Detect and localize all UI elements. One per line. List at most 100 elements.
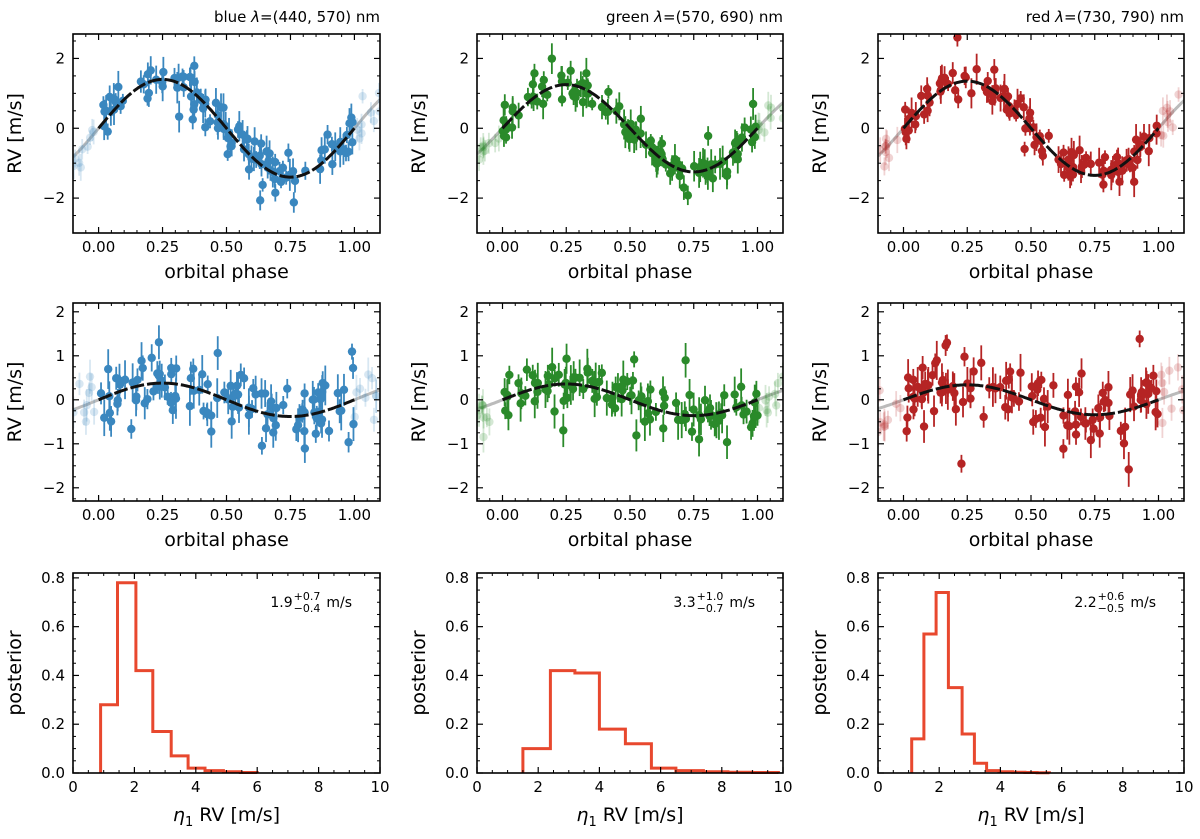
data-point <box>106 417 116 426</box>
y-axis-label: posterior <box>809 630 831 715</box>
y-tick-label: −2 <box>43 479 65 497</box>
eta-symbol: η <box>173 804 185 826</box>
data-point <box>1080 160 1089 169</box>
y-tick-label: 2 <box>860 303 870 321</box>
data-point <box>179 72 188 81</box>
data-point <box>1135 334 1144 344</box>
data-point <box>257 441 267 451</box>
eta-rest: RV [m/s] <box>597 804 684 826</box>
wrap-point <box>371 391 380 400</box>
y-tick-label: 1 <box>459 347 469 365</box>
data-point <box>1133 155 1142 165</box>
wrap-point <box>1165 366 1174 375</box>
wrap-point <box>1159 131 1168 141</box>
data-point <box>266 397 276 406</box>
y-tick-label: −2 <box>848 189 870 207</box>
title-lambda: λ <box>1054 8 1064 26</box>
data-point <box>687 427 697 436</box>
histogram-bin <box>912 739 924 773</box>
wrap-point <box>84 388 94 398</box>
eta-symbol: η <box>576 804 588 826</box>
data-point <box>317 146 326 155</box>
plot-area <box>73 325 380 463</box>
wrap-point <box>878 427 883 437</box>
wrap-point <box>1173 363 1183 372</box>
wrap-point <box>76 163 85 172</box>
data-point <box>911 120 920 129</box>
wrap-point <box>766 103 776 112</box>
data-point <box>324 426 334 436</box>
data-point <box>516 399 525 408</box>
data-point <box>1065 421 1074 431</box>
data-point <box>1039 394 1049 404</box>
wrap-point <box>73 408 78 417</box>
data-point <box>1094 158 1104 167</box>
data-point <box>198 104 208 113</box>
data-point <box>1059 411 1068 420</box>
title-range: =(440, 570) nm <box>260 8 380 26</box>
wrap-point <box>361 393 370 402</box>
data-point <box>1129 177 1139 187</box>
data-point <box>627 391 636 400</box>
y-tick-label: 0.6 <box>41 618 65 636</box>
wrap-point <box>884 153 894 163</box>
histogram-bin <box>948 688 962 773</box>
data-point <box>689 405 698 414</box>
x-tick-label: 4 <box>191 778 201 796</box>
x-tick-label: 2 <box>934 778 944 796</box>
wrap-point <box>479 141 488 150</box>
data-point <box>188 115 197 124</box>
data-point <box>749 411 759 421</box>
data-point <box>694 411 704 420</box>
x-tick-label: 0.75 <box>274 506 307 524</box>
data-point <box>1074 388 1084 397</box>
data-point <box>543 371 553 381</box>
data-point <box>928 370 937 380</box>
data-point <box>979 412 988 422</box>
wrap-point <box>1168 123 1177 132</box>
panel-title: green λ=(570, 690) nm <box>606 8 783 26</box>
x-tick-label: 1.00 <box>1142 238 1175 256</box>
data-point <box>990 65 999 74</box>
data-point <box>316 392 326 402</box>
data-point <box>233 125 243 134</box>
rv-panel-blue-residual: 0.00 0.25 0.50 0.75 1.00 2 1 0 −1 −2 orbital phase… <box>4 302 381 551</box>
data-point <box>566 66 575 76</box>
y-tick-label: 0.2 <box>41 715 65 733</box>
y-tick-label: 0.2 <box>445 715 469 733</box>
x-axis-label: orbital phase <box>164 529 289 551</box>
wrap-point <box>882 139 892 149</box>
y-axis-label: RV [m/s] <box>4 93 26 174</box>
data-point <box>278 163 288 172</box>
data-point <box>153 369 162 378</box>
data-point <box>1044 131 1053 141</box>
data-point <box>1149 371 1158 380</box>
data-point <box>703 131 713 141</box>
data-point <box>575 373 584 382</box>
data-point <box>1063 390 1073 400</box>
wrap-point <box>891 399 901 409</box>
wrap-point <box>484 139 494 148</box>
data-point <box>186 92 196 101</box>
wrap-point <box>480 146 490 155</box>
data-point <box>147 353 156 363</box>
x-axis-label: orbital phase <box>164 261 289 283</box>
data-point <box>220 388 229 397</box>
data-point <box>563 393 572 403</box>
x-axis-label: η1 RV [m/s] <box>977 804 1084 830</box>
data-point <box>100 107 109 116</box>
data-point <box>583 368 592 377</box>
data-point <box>149 387 158 396</box>
data-point <box>919 422 929 431</box>
data-point <box>1088 415 1097 425</box>
wrap-point <box>778 372 783 381</box>
data-point <box>602 393 612 403</box>
data-point <box>632 431 641 440</box>
data-point <box>578 97 588 107</box>
axes-frame <box>877 33 1185 234</box>
title-range: =(570, 690) nm <box>663 8 783 26</box>
data-point <box>154 338 164 347</box>
x-tick-label: 0.50 <box>1014 238 1047 256</box>
x-axis-label: orbital phase <box>969 529 1094 551</box>
data-point <box>1033 379 1043 388</box>
